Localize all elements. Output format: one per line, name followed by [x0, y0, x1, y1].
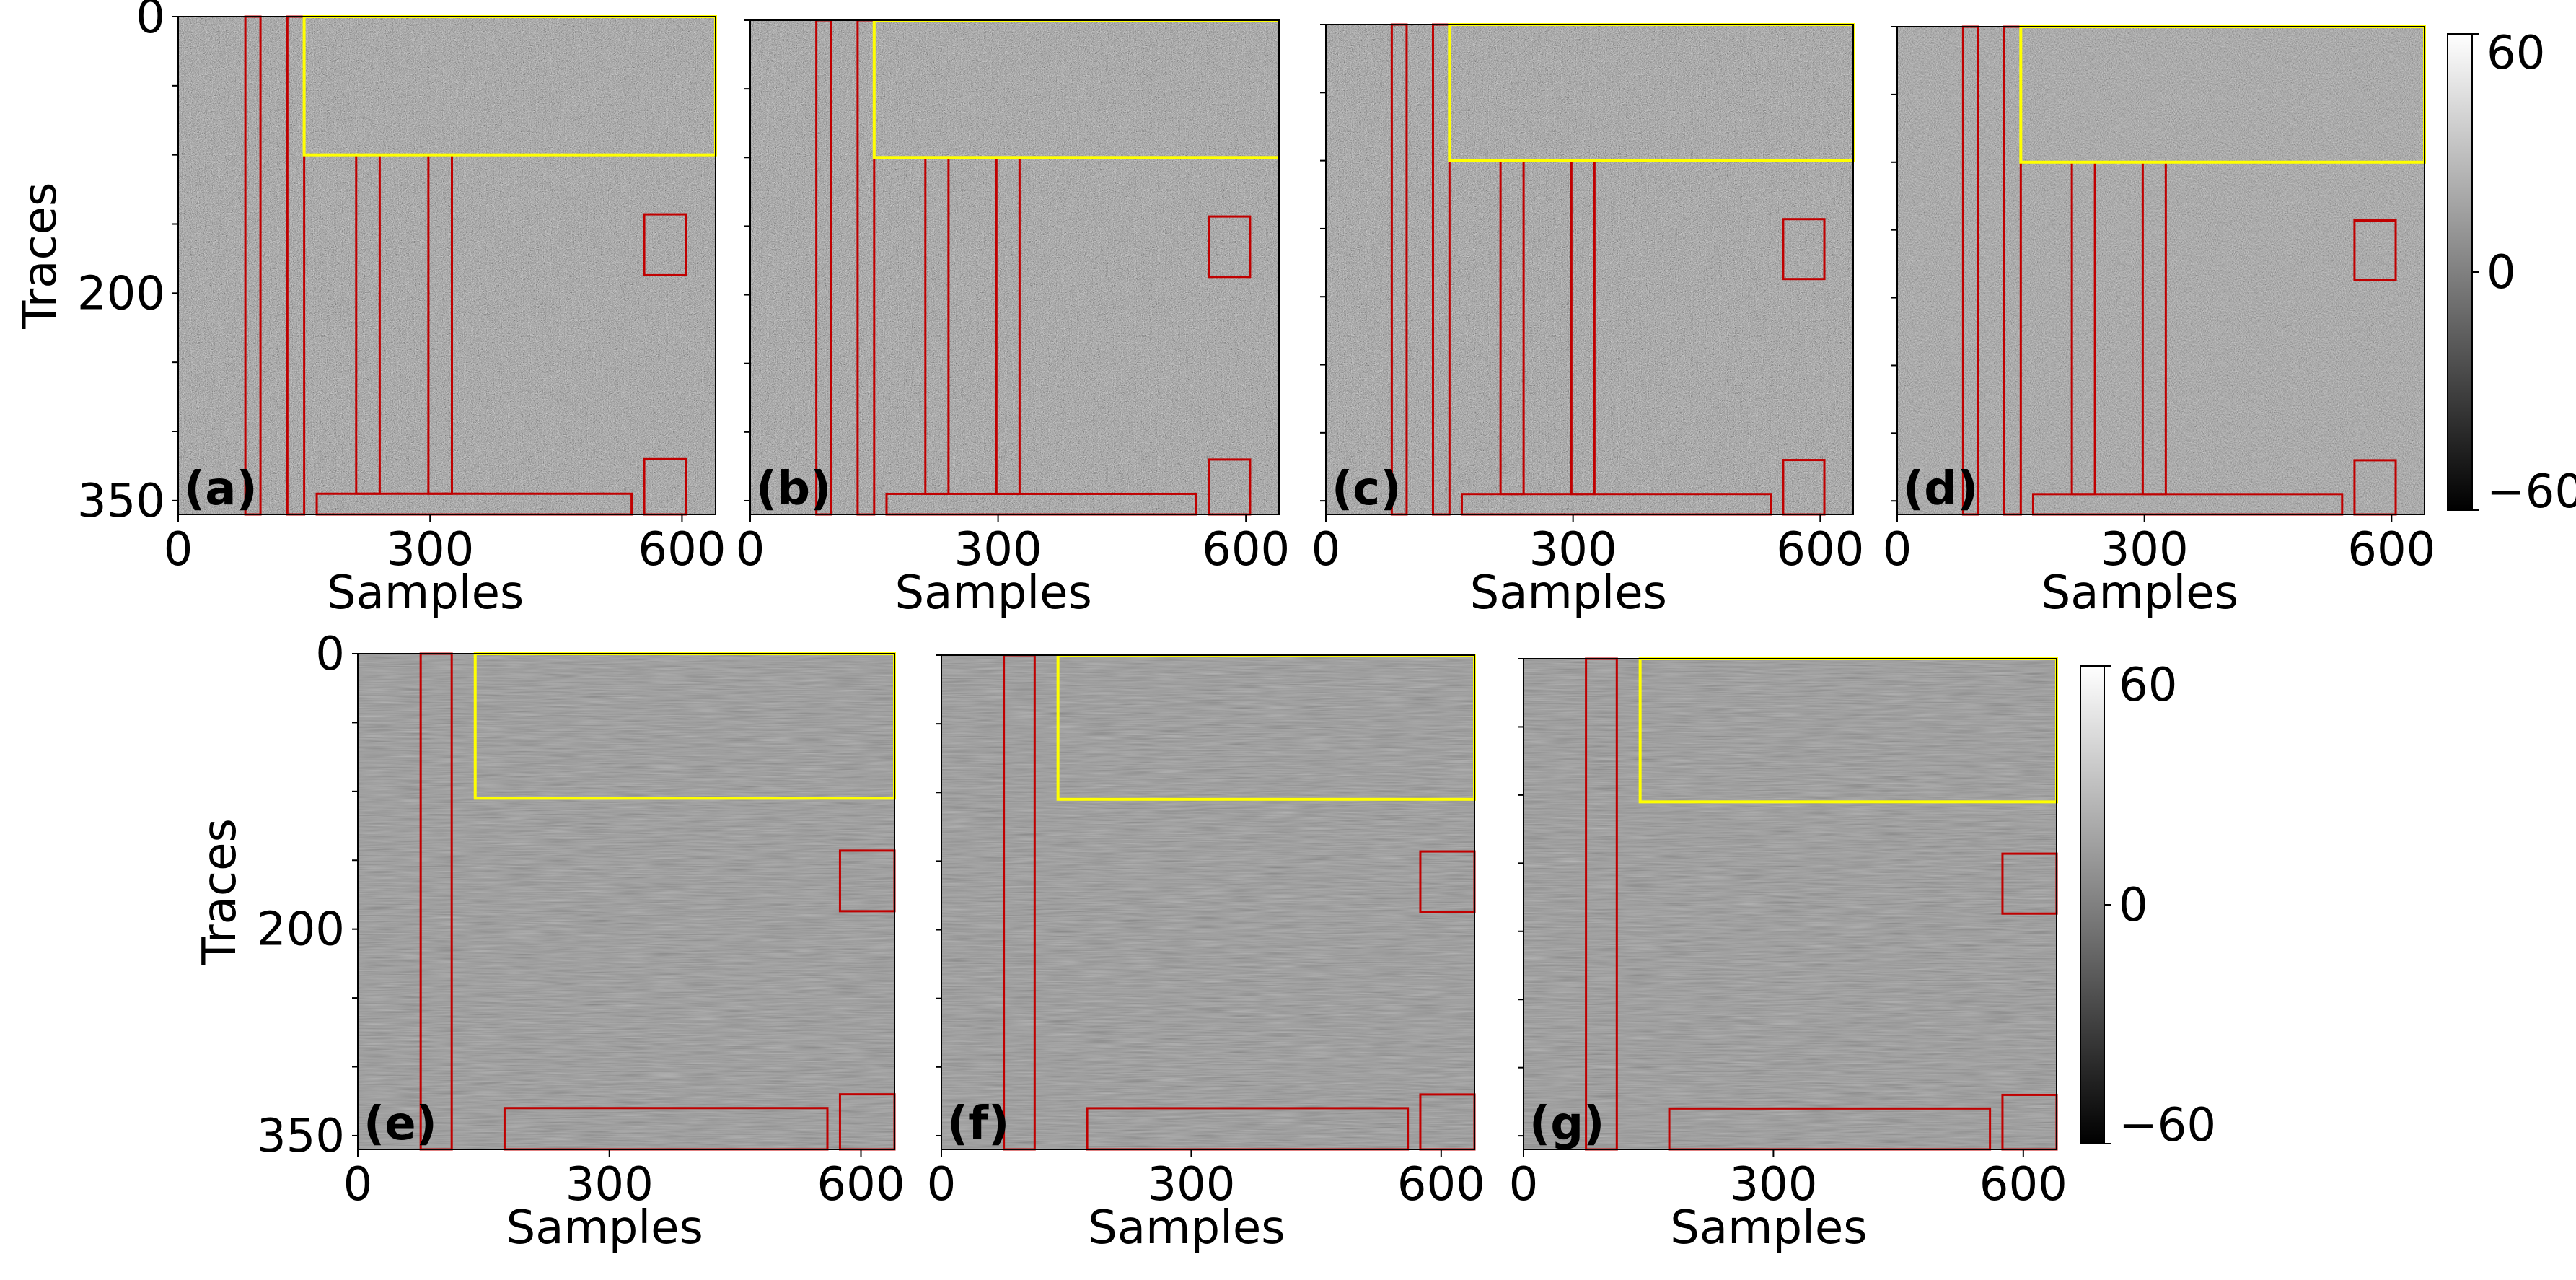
x-tick-label: 600 [2347, 523, 2435, 577]
axes-frame [1896, 26, 2425, 515]
x-tick-label: 600 [1397, 1158, 1485, 1211]
x-tick-label: 0 [343, 1158, 373, 1211]
x-tick-label: 300 [1729, 1158, 1817, 1211]
colorbar-tick-label: 0 [2119, 879, 2148, 932]
x-tick-label: 0 [164, 523, 193, 577]
panel-label: (e) [364, 1097, 437, 1151]
y-tick-label: 0 [315, 628, 345, 681]
heatmap-texture [1326, 25, 1853, 514]
y-tick-label: 0 [136, 0, 165, 44]
x-tick-label: 600 [1776, 523, 1864, 577]
axes-frame [177, 16, 716, 515]
panel-d: 0 300 600 Samples (d) [1883, 25, 2435, 620]
x-tick-label: 0 [1509, 1158, 1539, 1211]
x-tick-label: 600 [1202, 523, 1290, 577]
heatmap-texture [941, 655, 1474, 1149]
x-tick-label: 0 [927, 1158, 957, 1211]
x-tick-label: 600 [817, 1158, 905, 1211]
x-axis-label: Samples [327, 566, 524, 620]
panel-label: (c) [1332, 463, 1401, 516]
colorbar-tick-label: −60 [2119, 1099, 2216, 1152]
x-tick-label: 0 [1311, 523, 1341, 577]
colorbar: 60 0 −60 [2447, 27, 2576, 519]
red-box [1782, 218, 1826, 281]
colorbar-tick-label: 60 [2119, 659, 2177, 712]
x-axis-label: Samples [1088, 1201, 1285, 1255]
panel-g: 0 300 600 Samples (g) [1509, 657, 2067, 1255]
heatmap-texture [178, 17, 716, 514]
colorbar-tick-label: −60 [2487, 465, 2576, 519]
y-tick-label: 200 [77, 267, 165, 320]
x-axis-label: Samples [1670, 1201, 1867, 1255]
panel-c: 0 300 600 Samples (c) [1311, 23, 1864, 620]
panel-label: (g) [1529, 1097, 1604, 1151]
x-tick-label: 300 [566, 1158, 654, 1211]
y-tick-label: 350 [257, 1110, 345, 1163]
heatmap-texture [1897, 27, 2425, 514]
panel-b: 0 300 600 Samples (b) [736, 19, 1290, 620]
axes-frame [1523, 658, 2057, 1150]
x-tick-label: 300 [386, 523, 474, 577]
y-tick-label: 200 [257, 903, 345, 957]
colorbar-gradient [2080, 665, 2105, 1144]
colorbar-tick-label: 0 [2487, 246, 2516, 299]
panel-label: (d) [1903, 463, 1978, 516]
y-axis-label: Traces [193, 818, 247, 965]
x-axis-label: Samples [506, 1201, 703, 1255]
x-axis-label: Samples [1470, 566, 1667, 620]
panel-label: (a) [184, 463, 258, 516]
axes-frame [749, 19, 1280, 515]
panel-e: 0 300 600 0 200 350 Samples Traces (e) [193, 628, 905, 1255]
y-tick-label: 350 [77, 475, 165, 528]
x-tick-label: 600 [1979, 1158, 2067, 1211]
panel-a: 0 300 600 0 200 350 Samples Traces (a) [14, 0, 726, 620]
colorbar-gradient [2447, 33, 2473, 511]
axes-frame [941, 654, 1475, 1150]
panel-label: (f) [947, 1097, 1009, 1151]
axes-frame [1325, 24, 1854, 515]
x-tick-label: 300 [1147, 1158, 1235, 1211]
x-tick-label: 0 [736, 523, 765, 577]
red-box [1208, 215, 1252, 279]
y-axis-label: Traces [14, 183, 67, 330]
heatmap-texture [358, 654, 894, 1149]
heatmap-texture [750, 20, 1279, 514]
panel-label: (b) [756, 463, 831, 516]
heatmap-texture [1524, 659, 2057, 1149]
colorbar-tick-label: 60 [2487, 27, 2545, 80]
x-tick-label: 300 [1529, 523, 1617, 577]
panel-f: 0 300 600 Samples (f) [927, 654, 1485, 1255]
x-tick-label: 300 [2101, 523, 2189, 577]
red-box [643, 213, 687, 276]
x-tick-label: 0 [1883, 523, 1912, 577]
x-axis-label: Samples [2041, 566, 2238, 620]
x-tick-label: 600 [638, 523, 726, 577]
axes-frame [357, 653, 895, 1150]
x-tick-label: 300 [954, 523, 1042, 577]
red-box [2353, 219, 2397, 281]
colorbar: 60 0 −60 [2080, 659, 2216, 1152]
x-axis-label: Samples [895, 566, 1092, 620]
